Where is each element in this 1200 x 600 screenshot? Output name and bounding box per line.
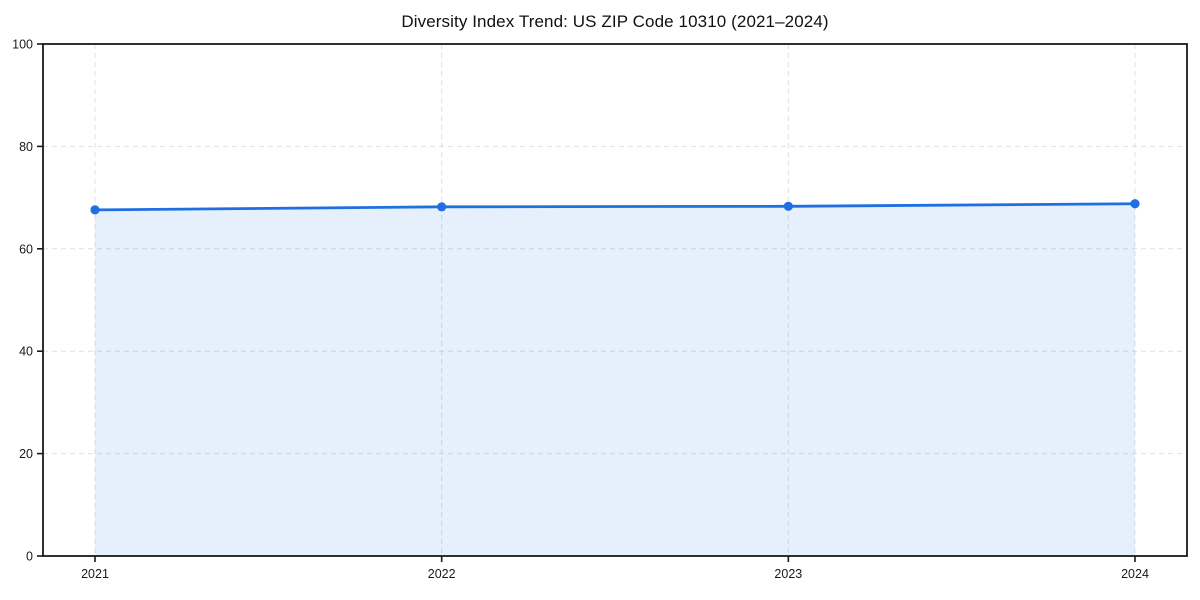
x-tick-label: 2021 [81, 567, 109, 581]
data-point [1130, 199, 1140, 209]
y-tick-label: 40 [19, 345, 33, 359]
x-tick-label: 2023 [774, 567, 802, 581]
data-point [90, 205, 100, 215]
y-tick-label: 60 [19, 242, 33, 256]
x-tick-label: 2022 [428, 567, 456, 581]
area-fill [95, 203, 1135, 556]
y-tick-label: 20 [19, 447, 33, 461]
data-point [437, 202, 447, 212]
x-tick-label: 2024 [1121, 567, 1149, 581]
data-point [783, 201, 793, 211]
y-tick-label: 0 [26, 550, 33, 564]
chart-title: Diversity Index Trend: US ZIP Code 10310… [401, 12, 829, 31]
y-tick-label: 100 [12, 38, 33, 52]
trend-line [93, 202, 1137, 212]
plot-border [42, 43, 1188, 557]
y-tick-label: 80 [19, 140, 33, 154]
